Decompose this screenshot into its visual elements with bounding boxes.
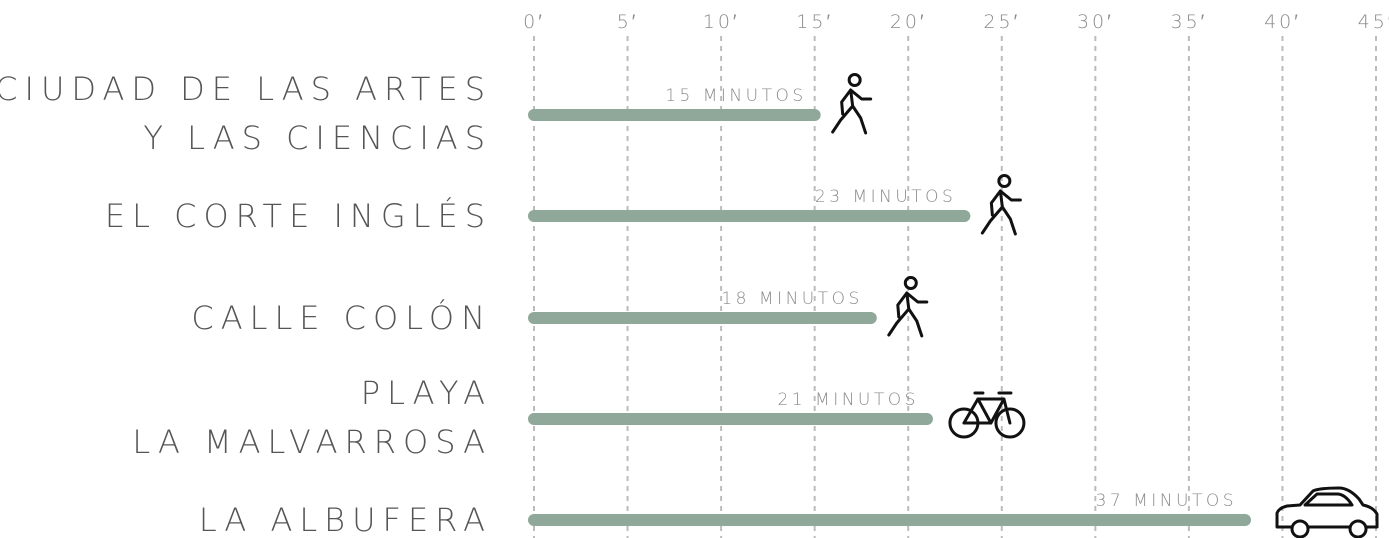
x-tick-label: 45′ [1358,11,1389,33]
category-label: CIUDAD DE LAS ARTES [0,70,492,108]
x-tick-label: 35′ [1171,11,1208,33]
category-label: CALLE COLÓN [191,298,492,337]
bar-value-label: 23 MINUTOS [815,187,956,207]
bicycle-icon [948,391,1026,439]
x-axis-ticks: 0′ 5′ 10′ 15′ 20′ 25′ 30′ 35′ 40′ 45′ [523,11,1389,33]
category-label: LA MALVARROSA [132,423,492,461]
walking-person-icon [831,73,873,135]
bar-value-label: 18 MINUTOS [721,289,862,309]
bars: 15 MINUTOS 23 MINUTOS 18 MINUTOS 21 MINUTOS… [528,73,1379,538]
car-icon [1275,486,1379,538]
category-label: EL CORTE INGLÉS [105,197,492,235]
x-tick-label: 10′ [703,11,740,33]
x-tick-label: 0′ [523,11,545,33]
bar-value-label: 37 MINUTOS [1096,491,1237,511]
x-tick-label: 20′ [890,11,927,33]
category-label: Y LAS CIENCIAS [143,119,492,157]
category-label: PLAYA [361,374,492,412]
category-label: LA ALBUFERA [199,501,492,538]
x-tick-label: 15′ [796,11,833,33]
x-tick-label: 40′ [1264,11,1301,33]
x-tick-label: 25′ [983,11,1020,33]
category-labels: CIUDAD DE LAS ARTES Y LAS CIENCIAS EL CORT… [0,70,492,538]
bar-value-label: 15 MINUTOS [665,86,806,106]
bar-value-label: 21 MINUTOS [777,390,918,410]
x-tick-label: 5′ [617,11,639,33]
walking-person-icon [980,174,1022,236]
x-tick-label: 30′ [1077,11,1114,33]
